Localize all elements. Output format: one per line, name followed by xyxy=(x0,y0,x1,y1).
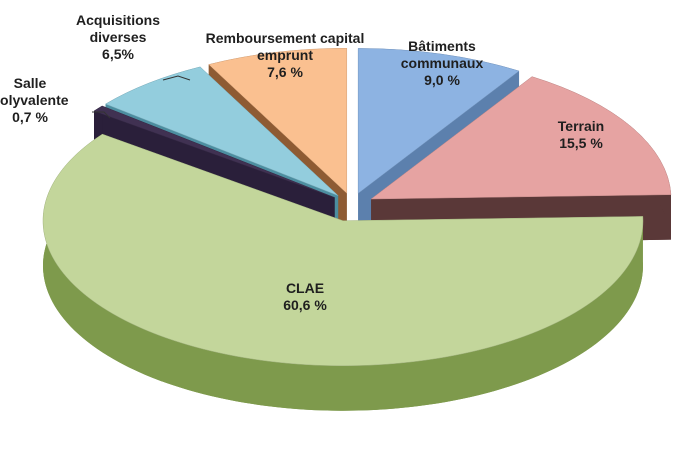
slice-top xyxy=(208,47,348,194)
leader-line xyxy=(92,111,111,119)
slice-label: Salle polyvalente0,7 % xyxy=(0,75,80,126)
slice-value: 9,0 % xyxy=(424,72,460,88)
slice-value: 15,5 % xyxy=(559,135,603,151)
slice-label: Remboursement capital emprunt 7,6 % xyxy=(205,30,365,81)
slice-value: 60,6 % xyxy=(283,297,327,313)
slice-top xyxy=(357,48,520,194)
slice-label: Terrain 15,5 % xyxy=(526,118,636,152)
slice-label: CLAE 60,6 % xyxy=(245,280,365,314)
slice-value: 6,5% xyxy=(102,46,134,62)
slice-name: Bâtiments communaux xyxy=(400,38,484,71)
slice-label: Acquisitions diverses 6,5% xyxy=(63,12,173,63)
slice-name: Terrain xyxy=(557,118,605,134)
slice-name: Remboursement capital emprunt xyxy=(205,30,365,63)
slice-top xyxy=(93,105,335,198)
slice-value: 0,7 % xyxy=(12,109,48,125)
slice-name: Acquisitions diverses xyxy=(75,12,160,45)
slice-top xyxy=(42,133,644,366)
leader-line xyxy=(162,75,191,81)
slice-top xyxy=(105,66,339,196)
slice-name: Salle polyvalente xyxy=(0,75,69,108)
slice xyxy=(42,133,644,411)
slice-top xyxy=(370,76,672,200)
slice-label: Bâtiments communaux 9,0 % xyxy=(377,38,507,89)
slice-name: CLAE xyxy=(285,280,325,296)
slice-value: 7,6 % xyxy=(267,64,303,80)
